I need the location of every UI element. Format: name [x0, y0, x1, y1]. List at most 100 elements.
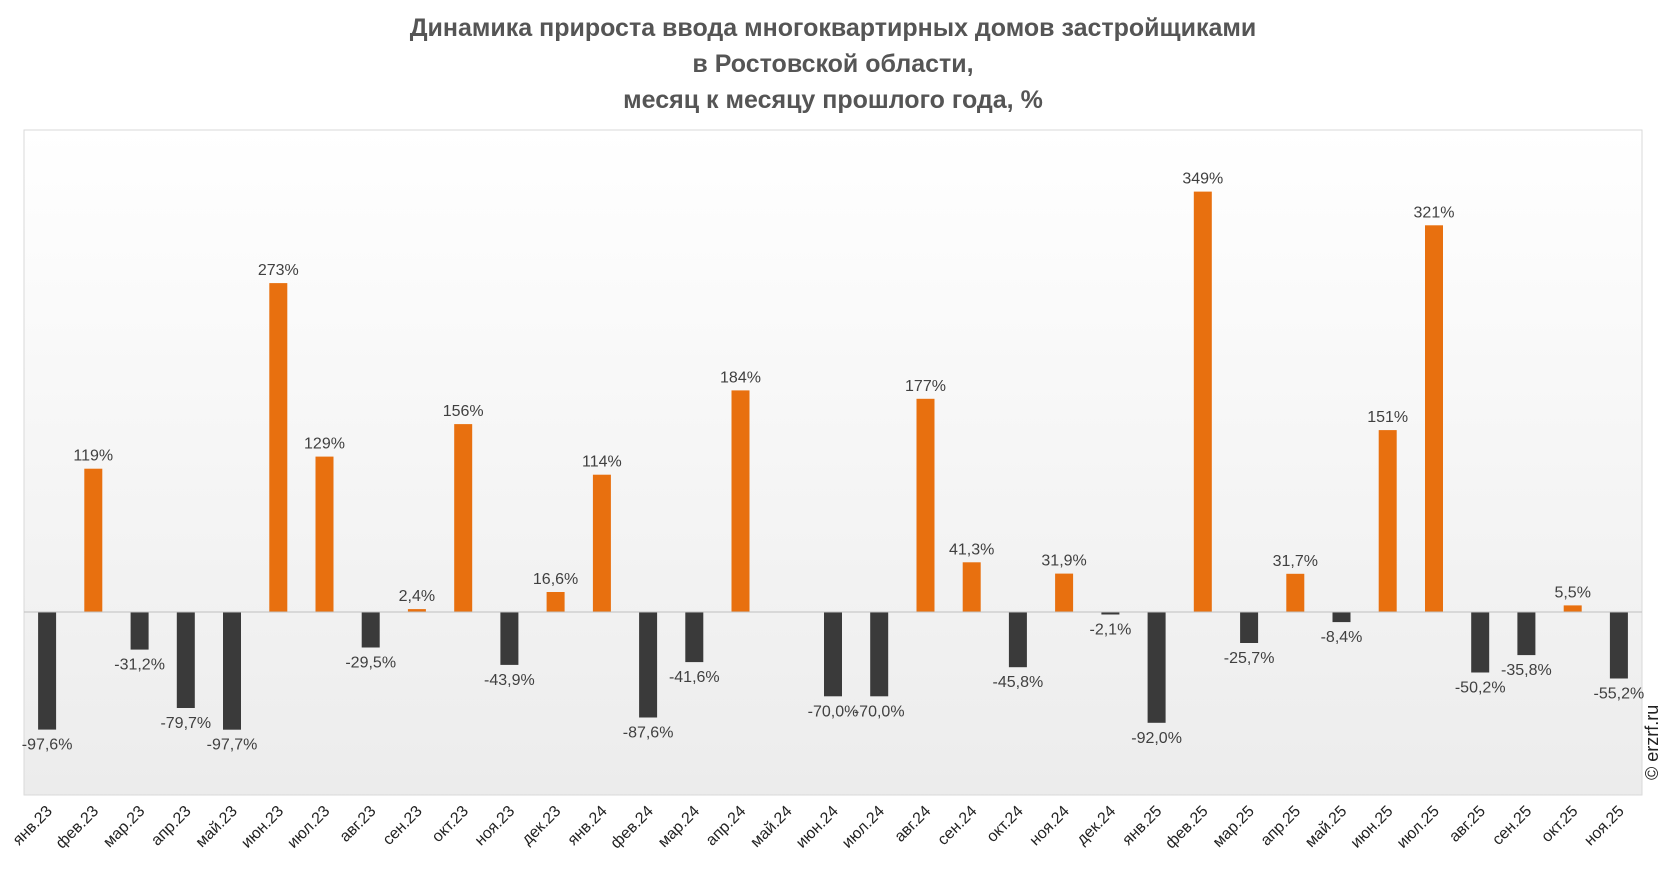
- watermark: © erzrf.ru: [1642, 705, 1662, 780]
- x-tick-label-24: янв.25: [1119, 803, 1165, 849]
- value-label-0: -97,6%: [22, 737, 73, 754]
- chart-title-line-3: месяц к месяцу прошлого года, %: [623, 86, 1043, 114]
- value-label-23: -2,1%: [1090, 622, 1132, 639]
- x-tick-label-14: мар.24: [655, 803, 703, 851]
- value-label-21: -45,8%: [993, 674, 1044, 691]
- x-tick-label-32: сен.25: [1489, 803, 1535, 849]
- bar-17: [824, 612, 842, 697]
- x-tick-label-3: апр.23: [148, 803, 195, 850]
- bar-20: [962, 562, 981, 612]
- x-tick-label-7: авг.23: [337, 803, 380, 846]
- bar-26: [1240, 612, 1259, 643]
- bar-29: [1378, 430, 1397, 612]
- x-tick-label-34: ноя.25: [1581, 803, 1627, 849]
- value-label-5: 273%: [258, 262, 299, 279]
- value-label-28: -8,4%: [1321, 629, 1363, 646]
- value-label-26: -25,7%: [1224, 650, 1275, 667]
- bar-24: [1147, 612, 1166, 723]
- chart-title-line-1: Динамика прироста ввода многоквартирных …: [409, 14, 1257, 42]
- x-tick-label-22: ноя.24: [1027, 803, 1073, 849]
- x-tick-label-8: сен.23: [380, 803, 426, 849]
- bar-10: [500, 612, 519, 665]
- bar-23: [1101, 612, 1120, 615]
- x-tick-label-11: дек.23: [519, 803, 565, 849]
- value-labels-layer: -97,6% 119% -31,2% -79,7% -97,7% 273% 129% -29,…: [22, 171, 1645, 754]
- value-label-27: 31,7%: [1273, 553, 1318, 570]
- value-label-1: 119%: [73, 448, 113, 465]
- value-label-2: -31,2%: [114, 657, 165, 674]
- value-label-20: 41,3%: [949, 541, 994, 558]
- x-tick-label-9: окт.23: [429, 803, 472, 846]
- bar-18: [870, 612, 889, 697]
- bar-4: [223, 612, 241, 730]
- x-tick-label-31: авг.25: [1446, 803, 1489, 846]
- value-label-33: 5,5%: [1554, 584, 1590, 601]
- bar-3: [176, 612, 195, 708]
- value-label-11: 16,6%: [533, 571, 578, 588]
- value-label-8: 2,4%: [399, 588, 435, 605]
- x-tick-label-6: июл.23: [284, 803, 333, 852]
- x-tick-label-25: фев.25: [1162, 803, 1211, 852]
- value-label-29: 151%: [1367, 409, 1408, 426]
- value-label-15: 184%: [720, 369, 761, 386]
- value-label-3: -79,7%: [160, 715, 211, 732]
- x-tick-label-5: июн.23: [238, 803, 287, 852]
- x-tick-label-0: янв.23: [10, 803, 56, 849]
- x-tick-label-12: янв.24: [565, 803, 611, 849]
- bar-5: [269, 283, 288, 612]
- value-label-25: 349%: [1182, 171, 1223, 188]
- value-label-14: -41,6%: [669, 669, 720, 686]
- bar-31: [1471, 612, 1490, 673]
- value-label-13: -87,6%: [623, 725, 674, 742]
- bar-0: [38, 612, 57, 730]
- x-tick-label-19: авг.24: [892, 803, 935, 846]
- x-tick-label-23: дек.24: [1074, 803, 1120, 849]
- x-tick-label-2: мар.23: [100, 803, 148, 851]
- value-label-17: -70,0%: [808, 703, 859, 720]
- x-tick-label-26: мар.25: [1210, 803, 1258, 851]
- value-label-31: -50,2%: [1455, 680, 1506, 697]
- bar-13: [639, 612, 658, 718]
- x-tick-label-20: сен.24: [935, 803, 981, 849]
- bar-8: [407, 609, 426, 612]
- value-label-32: -35,8%: [1501, 662, 1552, 679]
- x-tick-label-1: фев.23: [53, 803, 102, 852]
- bar-21: [1008, 612, 1027, 668]
- value-label-34: -55,2%: [1594, 686, 1645, 703]
- value-label-30: 321%: [1414, 204, 1455, 221]
- value-label-9: 156%: [443, 403, 484, 420]
- x-tick-label-30: июл.25: [1394, 803, 1443, 852]
- bar-28: [1332, 612, 1351, 623]
- x-tick-label-21: окт.24: [984, 803, 1027, 846]
- value-label-18: -70,0%: [854, 703, 905, 720]
- value-label-6: 129%: [304, 436, 345, 453]
- bar-7: [361, 612, 380, 648]
- value-label-19: 177%: [905, 378, 946, 395]
- x-tick-label-29: июн.25: [1348, 803, 1397, 852]
- value-label-4: -97,7%: [207, 737, 258, 754]
- value-label-7: -29,5%: [345, 655, 396, 672]
- bar-15: [731, 390, 750, 612]
- bar-12: [592, 474, 611, 612]
- bar-9: [454, 424, 473, 612]
- value-label-22: 31,9%: [1041, 553, 1086, 570]
- chart-title-line-2: в Ростовской области,: [692, 50, 974, 78]
- x-tick-label-13: фев.24: [608, 803, 657, 852]
- x-tick-label-33: окт.25: [1538, 803, 1581, 846]
- bar-19: [916, 398, 935, 612]
- x-tick-label-28: май.25: [1302, 803, 1350, 851]
- bar-32: [1517, 612, 1536, 656]
- chart-title: Динамика прироста ввода многоквартирных …: [0, 10, 1666, 118]
- x-tick-label-17: июн.24: [793, 803, 842, 852]
- x-tick-label-18: июл.24: [839, 803, 888, 852]
- x-tick-label-10: ноя.23: [472, 803, 518, 849]
- bar-33: [1563, 605, 1582, 612]
- bar-34: [1609, 612, 1628, 679]
- bar-1: [84, 468, 103, 612]
- bar-11: [546, 592, 565, 612]
- bar-25: [1193, 191, 1212, 612]
- x-tick-label-4: май.23: [193, 803, 241, 851]
- bar-22: [1055, 573, 1074, 612]
